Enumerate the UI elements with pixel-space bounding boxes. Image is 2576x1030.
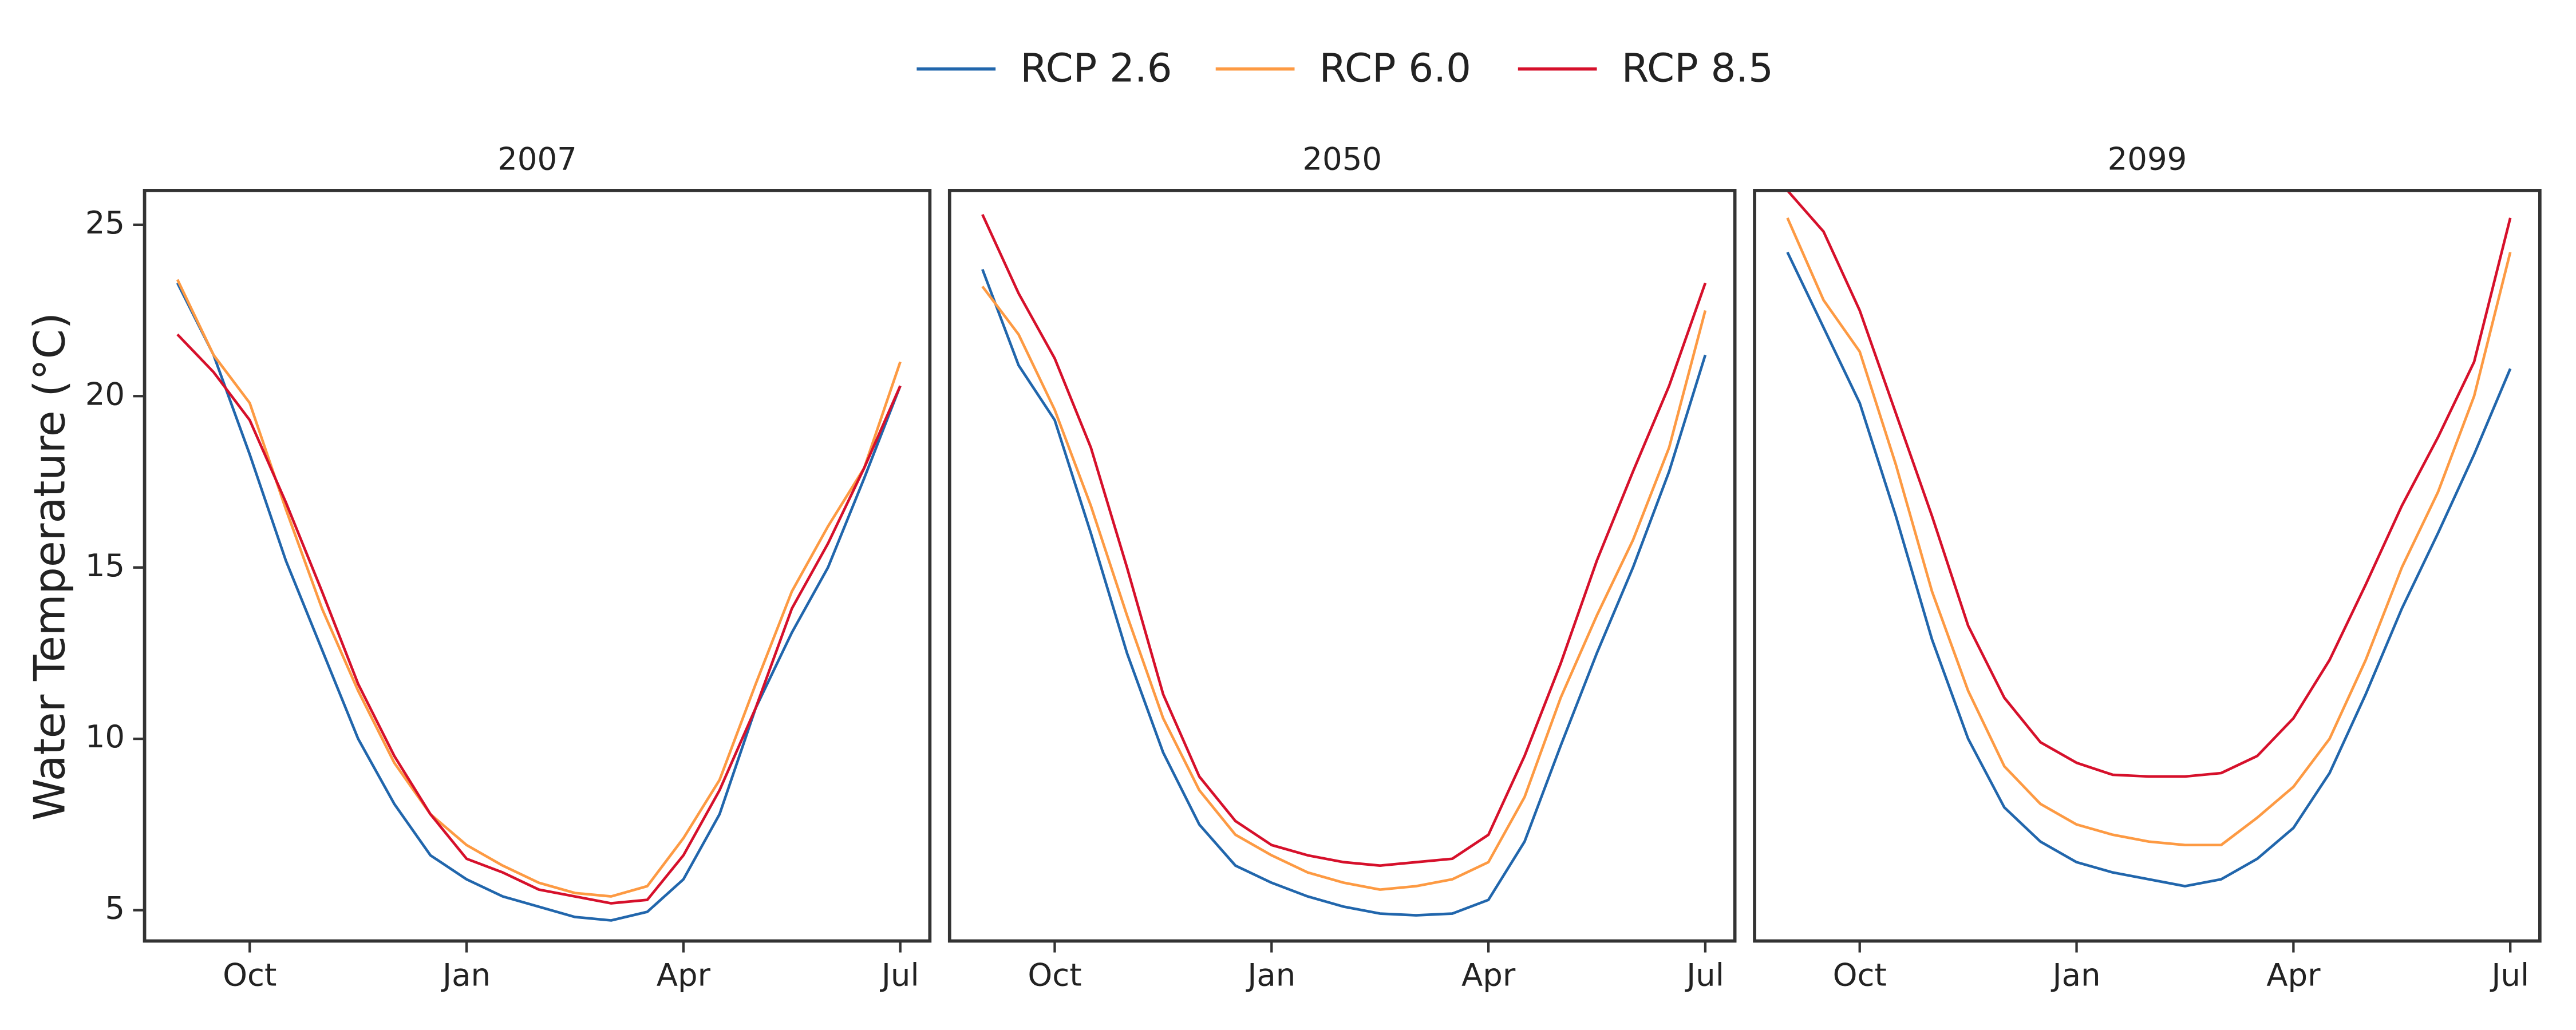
series-line	[1786, 251, 2512, 888]
x-tick-label: Jan	[2051, 957, 2101, 993]
x-tick-label: Jul	[2490, 957, 2529, 993]
y-tick-label: 20	[85, 375, 125, 412]
x-tick-label: Jan	[1246, 957, 1295, 993]
x-tick-label: Jan	[441, 957, 491, 993]
panel-frame	[947, 189, 1737, 943]
panel-frame	[1753, 189, 2542, 943]
series-line	[1786, 189, 2512, 778]
y-tick-label: 5	[105, 890, 125, 926]
panel-frame	[143, 189, 932, 943]
x-tick-label: Jul	[880, 957, 919, 993]
series-line	[981, 268, 1707, 917]
series-line	[176, 282, 902, 922]
y-tick-label: 15	[85, 547, 125, 584]
x-tick-label: Jul	[1685, 957, 1724, 993]
series-line	[1786, 217, 2512, 847]
panel-title: 2007	[497, 140, 577, 177]
x-tick-label: Apr	[1461, 957, 1516, 993]
panel-title: 2050	[1302, 140, 1382, 177]
y-axis-label: Water Temperature (°C)	[25, 312, 74, 821]
series-line	[176, 333, 902, 905]
legend-label: RCP 6.0	[1319, 45, 1471, 91]
y-tick-label: 25	[85, 204, 125, 241]
x-tick-label: Oct	[1028, 957, 1081, 993]
legend-label: RCP 8.5	[1622, 45, 1773, 91]
panel-title: 2099	[2108, 140, 2187, 177]
x-tick-label: Apr	[2266, 957, 2321, 993]
series-line	[176, 279, 902, 898]
x-tick-label: Apr	[657, 957, 711, 993]
x-tick-label: Oct	[1833, 957, 1887, 993]
y-tick-label: 10	[85, 718, 125, 755]
x-tick-label: Oct	[223, 957, 276, 993]
legend-label: RCP 2.6	[1020, 45, 1172, 91]
series-line	[981, 286, 1707, 891]
series-line	[981, 213, 1707, 867]
